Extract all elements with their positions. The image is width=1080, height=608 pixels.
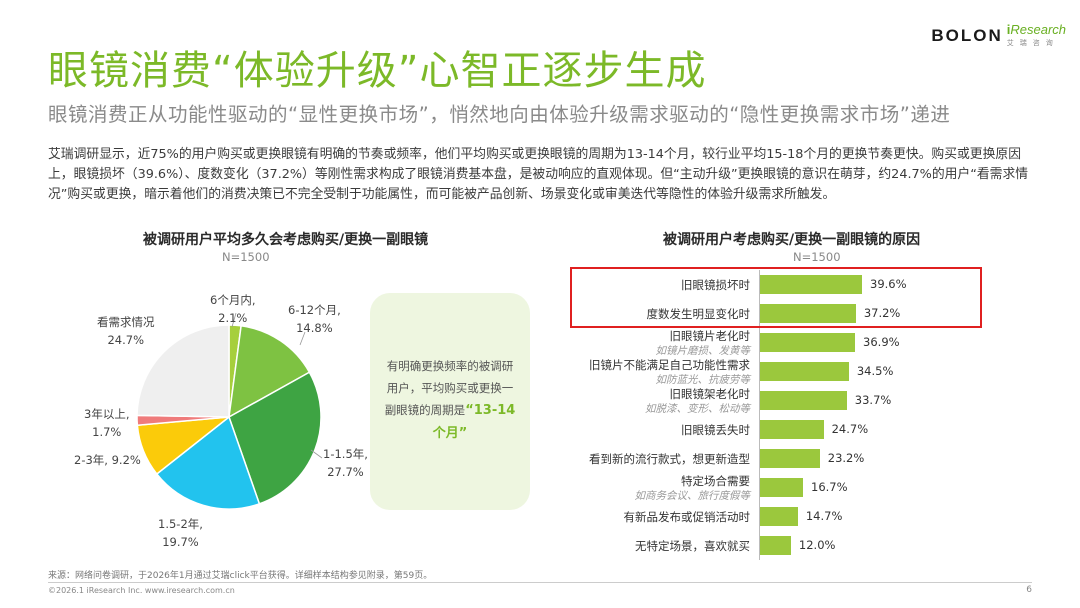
- bar-category-label: 特定场合需要: [681, 474, 750, 488]
- bar: [760, 420, 824, 439]
- bar-value-label: 33.7%: [854, 393, 892, 407]
- bar-value-label: 14.7%: [805, 509, 843, 523]
- bar-category-label: 无特定场景，喜欢就买: [635, 539, 750, 553]
- bar-category-label: 旧眼镜架老化时: [669, 387, 751, 401]
- highlight-box: [570, 267, 982, 328]
- iresearch-logo: iResearch 艾瑞咨询: [1006, 22, 1066, 47]
- bar-category-label: 看到新的流行款式，想更新造型: [589, 452, 750, 466]
- page-subtitle: 眼镜消费正从功能性驱动的“显性更换市场”，悄然地向由体验升级需求驱动的“隐性更换…: [48, 103, 951, 126]
- pie-label-6m: 6个月内, 2.1%: [210, 293, 256, 325]
- bar: [760, 333, 856, 352]
- bar-category-label: 旧眼镜损坏时: [681, 278, 750, 292]
- bar: [760, 391, 847, 410]
- source-note: 来源：网络问卷调研，于2026年1月通过艾瑞click平台获得。详细样本结构参见…: [48, 571, 433, 581]
- bar-category-note: 如防蓝光、抗疲劳等: [655, 374, 751, 386]
- pie-chart-title: 被调研用户平均多久会考虑购买/更换一副眼镜: [143, 232, 429, 248]
- bar-category-label: 度数发生明显变化时: [646, 307, 751, 321]
- bar: [760, 275, 862, 294]
- pie-chart-n: N=1500: [222, 250, 270, 264]
- callout-box: 有明确更换频率的被调研用户，平均购买或更换一副眼镜的周期是“13-14个月”: [370, 293, 530, 510]
- pie-label-3y-plus: 3年以上, 1.7%: [84, 407, 130, 439]
- page-title: 眼镜消费“体验升级”心智正逐步生成: [48, 48, 707, 94]
- pie-label-2-3y: 2-3年, 9.2%: [74, 453, 141, 467]
- bar-value-label: 23.2%: [827, 451, 865, 465]
- bar-value-label: 36.9%: [863, 335, 900, 349]
- page-number: 6: [1026, 585, 1032, 595]
- bar-chart-axis: [759, 270, 760, 560]
- bolon-logo: BOLON: [931, 26, 1003, 45]
- copyright: ©2026.1 iResearch Inc. www.iresearch.com…: [48, 586, 235, 595]
- bar-chart-title: 被调研用户考虑购买/更换一副眼镜的原因: [663, 232, 921, 248]
- footer-divider: [48, 582, 1032, 583]
- bar: [760, 507, 798, 526]
- bar-value-label: 39.6%: [870, 277, 907, 291]
- pie-slice: [228, 324, 242, 418]
- bar-chart-n: N=1500: [793, 250, 841, 264]
- pie-slice: [228, 371, 322, 505]
- bar: [760, 536, 791, 555]
- bar-category-note: 如商务会议、旅行度假等: [634, 490, 751, 502]
- bar-value-label: 16.7%: [811, 480, 848, 494]
- brand-logos: BOLON iResearch 艾瑞咨询: [931, 22, 1066, 48]
- pie-leader-line: [310, 449, 323, 459]
- pie-label-6-12m: 6-12个月, 14.8%: [288, 303, 341, 335]
- bar: [760, 304, 856, 323]
- bar-category-note: 如镜片磨损、发黄等: [655, 345, 751, 357]
- bar-value-label: 12.0%: [798, 538, 836, 552]
- pie-label-as-needed: 看需求情况 24.7%: [97, 315, 155, 347]
- callout-highlight: “13-14个月”: [432, 403, 516, 441]
- bar-category-label: 旧眼镜丢失时: [681, 423, 750, 437]
- pie-label-1-5-2y: 1.5-2年, 19.7%: [158, 517, 203, 549]
- bar-value-label: 24.7%: [831, 422, 869, 436]
- bar-value-label: 34.5%: [856, 364, 894, 378]
- bar-value-label: 37.2%: [863, 306, 901, 320]
- bar-category-note: 如脱漆、变形、松动等: [645, 403, 750, 415]
- pie-slice: [136, 416, 232, 476]
- pie-slice: [136, 414, 230, 427]
- pie-slice: [155, 415, 261, 510]
- pie-label-1-1-5y: 1-1.5年, 27.7%: [323, 447, 368, 479]
- bar-category-label: 有新品发布或促销活动时: [623, 510, 751, 524]
- bar-category-label: 旧眼镜片老化时: [669, 329, 751, 343]
- bar: [760, 449, 820, 468]
- intro-paragraph: 艾瑞调研显示，近75%的用户购买或更换眼镜有明确的节奏或频率，他们平均购买或更换…: [48, 147, 1029, 202]
- bar: [760, 478, 803, 497]
- bar-category-label: 旧镜片不能满足自己功能性需求: [589, 358, 750, 372]
- bar: [760, 362, 849, 381]
- pie-slice: [228, 324, 311, 419]
